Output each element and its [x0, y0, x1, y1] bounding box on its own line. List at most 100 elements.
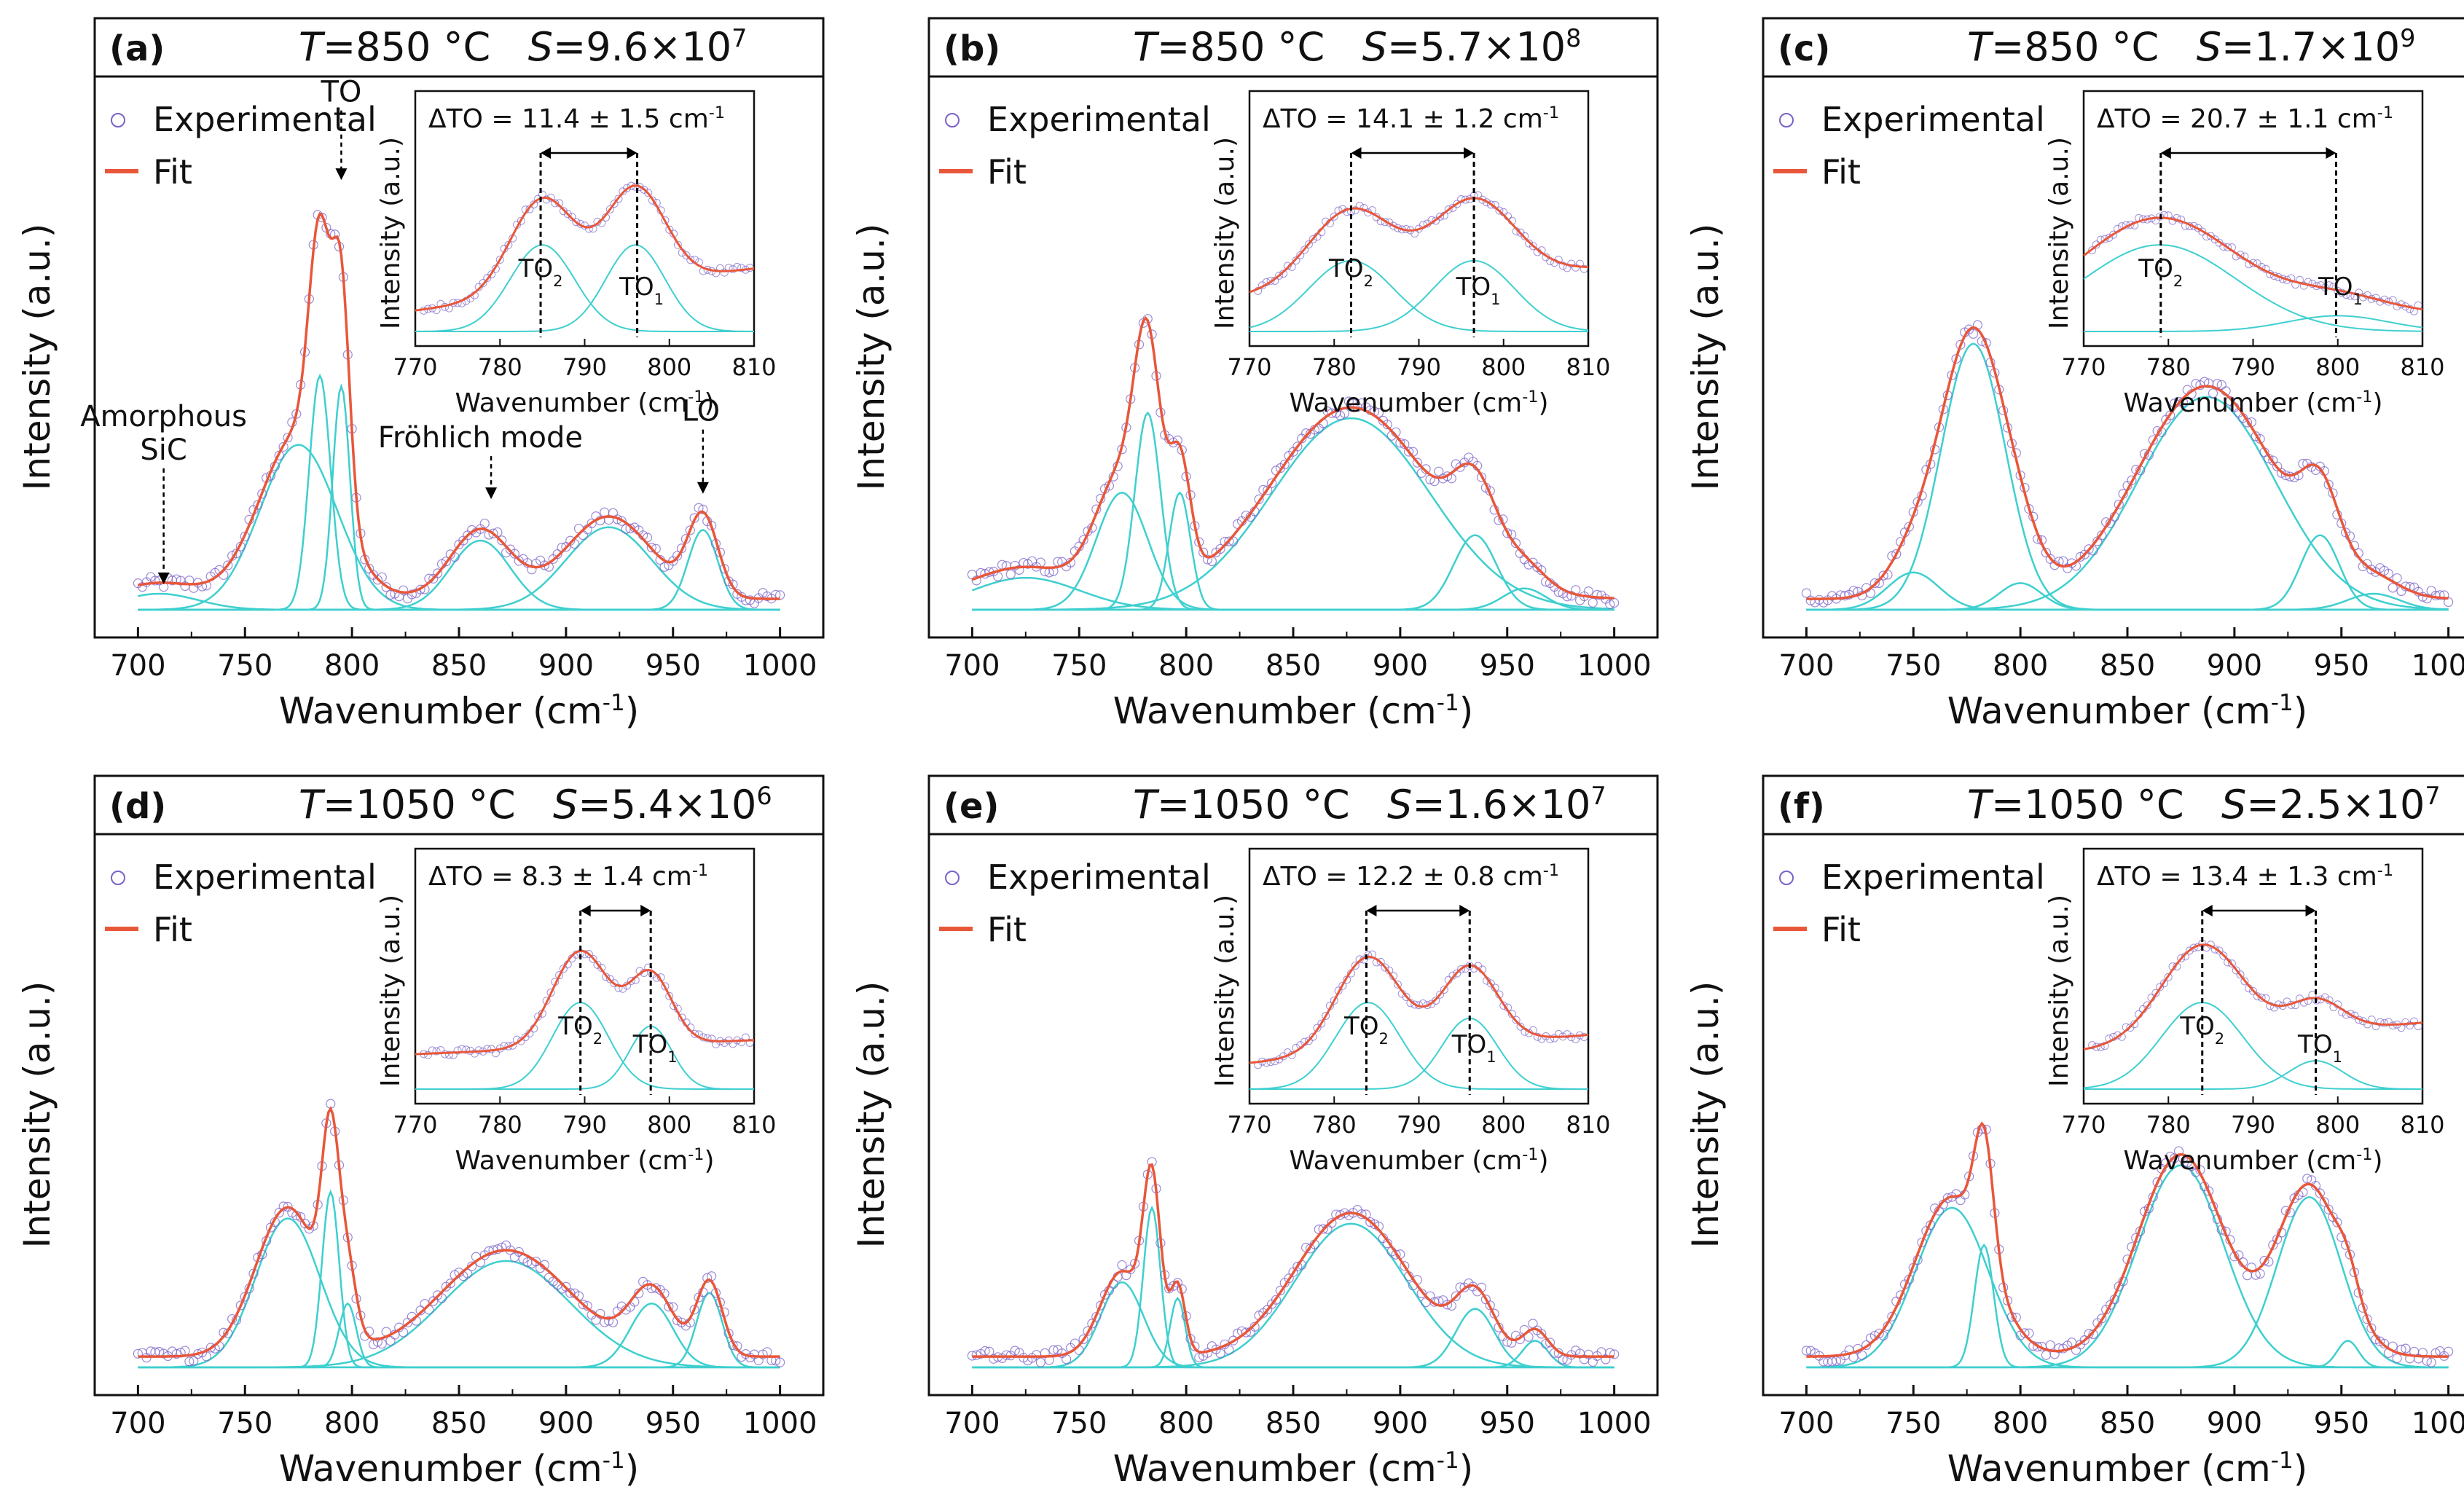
- x-tick-label-part: 900: [1373, 1407, 1428, 1440]
- inset-experimental-point: [487, 270, 496, 279]
- inset-x-axis-title-part: -1: [2356, 1145, 2372, 1164]
- inset-x-tick-label-part: 810: [1566, 353, 1610, 381]
- inset-y-axis-title: Intensity (a.u.): [1210, 137, 1240, 329]
- annotation-label-line2-part: SiC: [140, 433, 187, 467]
- inset-x-axis-title-part: Wavenumber (cm: [2124, 388, 2357, 418]
- inset-experimental-point: [1271, 1057, 1279, 1066]
- experimental-point: [1228, 1335, 1239, 1346]
- panel-title-part: S: [2197, 24, 2221, 70]
- inset-x-tick-label: 810: [1566, 353, 1610, 381]
- x-tick-label-part: 850: [2100, 649, 2155, 683]
- experimental-point: [1078, 1334, 1088, 1344]
- experimental-point: [1279, 459, 1290, 470]
- panel-title-part: [1325, 24, 1362, 70]
- inset-fit-line: [415, 949, 755, 1056]
- experimental-point: [1545, 1338, 1555, 1348]
- inset-component-0: [2083, 244, 2422, 332]
- inset-experimental-point: [1525, 239, 1534, 248]
- legend-marker-experimental: [1779, 113, 1794, 127]
- inset-experimental-point: [644, 189, 653, 197]
- inset-x-axis-title: Wavenumber (cm-1): [455, 1145, 715, 1176]
- panel-title-part: =1050 °C: [1991, 782, 2184, 828]
- inset-delta-label-part: ΔTO = 20.7 ± 1.1 cm: [2097, 104, 2377, 134]
- experimental-point: [488, 528, 498, 538]
- experimental-point: [1609, 1349, 1620, 1359]
- inset-experimental-point: [2232, 966, 2240, 975]
- inset-fit-line: [2083, 943, 2423, 1051]
- annotation-label-part: TO: [320, 76, 361, 109]
- annotation-label: Amorphous: [80, 400, 247, 433]
- x-tick-label-part: 850: [1266, 1407, 1321, 1440]
- experimental-point: [1904, 522, 1914, 532]
- y-axis-title-part: Intensity (a.u.): [1684, 981, 1727, 1249]
- experimental-point: [1404, 447, 1414, 457]
- x-tick-label: 700: [944, 1407, 1000, 1440]
- experimental-point: [971, 1350, 981, 1360]
- x-tick-label-part: 950: [646, 649, 701, 683]
- inset-delta-label-part: -1: [2377, 861, 2393, 880]
- experimental-point: [2259, 1255, 2269, 1266]
- inset-experimental-point: [530, 200, 538, 209]
- inset-experimental-point: [665, 991, 674, 1000]
- x-tick-label: 850: [2100, 649, 2155, 683]
- inset-delta-label-part: -1: [709, 103, 725, 122]
- legend-label-experimental-part: Experimental: [987, 857, 1211, 897]
- x-tick-label: 800: [1158, 1407, 1214, 1440]
- inset-experimental-point: [1317, 1019, 1326, 1028]
- x-tick-label-part: 750: [217, 649, 272, 683]
- inset-to2-label-part: TO: [2179, 1012, 2215, 1041]
- experimental-point: [2041, 1350, 2051, 1360]
- legend-label-fit: Fit: [987, 910, 1027, 949]
- experimental-point: [1365, 1217, 1376, 1228]
- inset-x-tick-label: 790: [1397, 353, 1441, 381]
- panel-title-part: S: [553, 782, 578, 828]
- inset-x-tick-label-part: 810: [731, 1111, 776, 1139]
- inset-x-tick-label-part: 800: [647, 1111, 691, 1139]
- experimental-point: [616, 516, 627, 526]
- inset-x-tick-label: 770: [393, 353, 437, 381]
- inset-delta-label-part: ΔTO = 13.4 ± 1.3 cm: [2097, 862, 2377, 892]
- x-tick-label: 750: [1886, 649, 1941, 683]
- inset-frame: [2082, 90, 2424, 347]
- x-axis-title: Wavenumber (cm-1): [1113, 690, 1473, 732]
- inset-experimental-point: [551, 199, 560, 208]
- x-tick-label: 800: [1993, 1407, 2048, 1440]
- x-tick-label-part: 750: [1886, 1407, 1941, 1440]
- experimental-point: [1292, 441, 1303, 452]
- x-tick-label-part: 700: [1778, 1407, 1834, 1440]
- experimental-point: [2444, 1346, 2454, 1356]
- x-axis-title: Wavenumber (cm-1): [1947, 690, 2307, 732]
- legend-label-experimental-part: Experimental: [153, 857, 377, 897]
- experimental-point: [189, 1356, 199, 1366]
- y-axis-title: Intensity (a.u.): [850, 224, 892, 491]
- inset-x-axis-title-part: Wavenumber (cm: [1290, 388, 1523, 418]
- inset-experimental-point: [1338, 981, 1347, 990]
- experimental-point: [646, 543, 656, 553]
- x-axis-title-part: Wavenumber (cm: [1947, 690, 2271, 732]
- inset-experimental-point: [1266, 276, 1275, 285]
- legend-label-fit: Fit: [1821, 910, 1861, 949]
- experimental-point: [2173, 396, 2184, 407]
- x-tick-label-part: 750: [1051, 649, 1107, 683]
- component-peak-0: [971, 576, 1614, 611]
- inset-experimental-point: [707, 1034, 716, 1043]
- inset-x-axis-title-part: -1: [2356, 388, 2372, 407]
- inset-experimental-point: [602, 973, 611, 981]
- inset-delta-arrow-head-left: [580, 905, 591, 916]
- inset-x-tick-label: 780: [2146, 1111, 2191, 1139]
- inset-x-tick-label-part: 790: [562, 1111, 607, 1139]
- x-tick-label-part: 850: [2100, 1407, 2155, 1440]
- experimental-point: [1267, 478, 1277, 488]
- experimental-point: [1416, 1288, 1427, 1298]
- inset-experimental-point: [1304, 240, 1313, 248]
- component-peak-6: [972, 587, 1614, 611]
- component-peak-0: [138, 592, 780, 611]
- inset-experimental-point: [623, 184, 632, 192]
- x-tick-label: 1000: [1577, 1407, 1652, 1440]
- inset-experimental-point: [2236, 970, 2245, 979]
- inset-experimental-point: [644, 963, 653, 972]
- inset-experimental-point: [1364, 951, 1373, 959]
- panel-title-part: S: [2221, 782, 2246, 828]
